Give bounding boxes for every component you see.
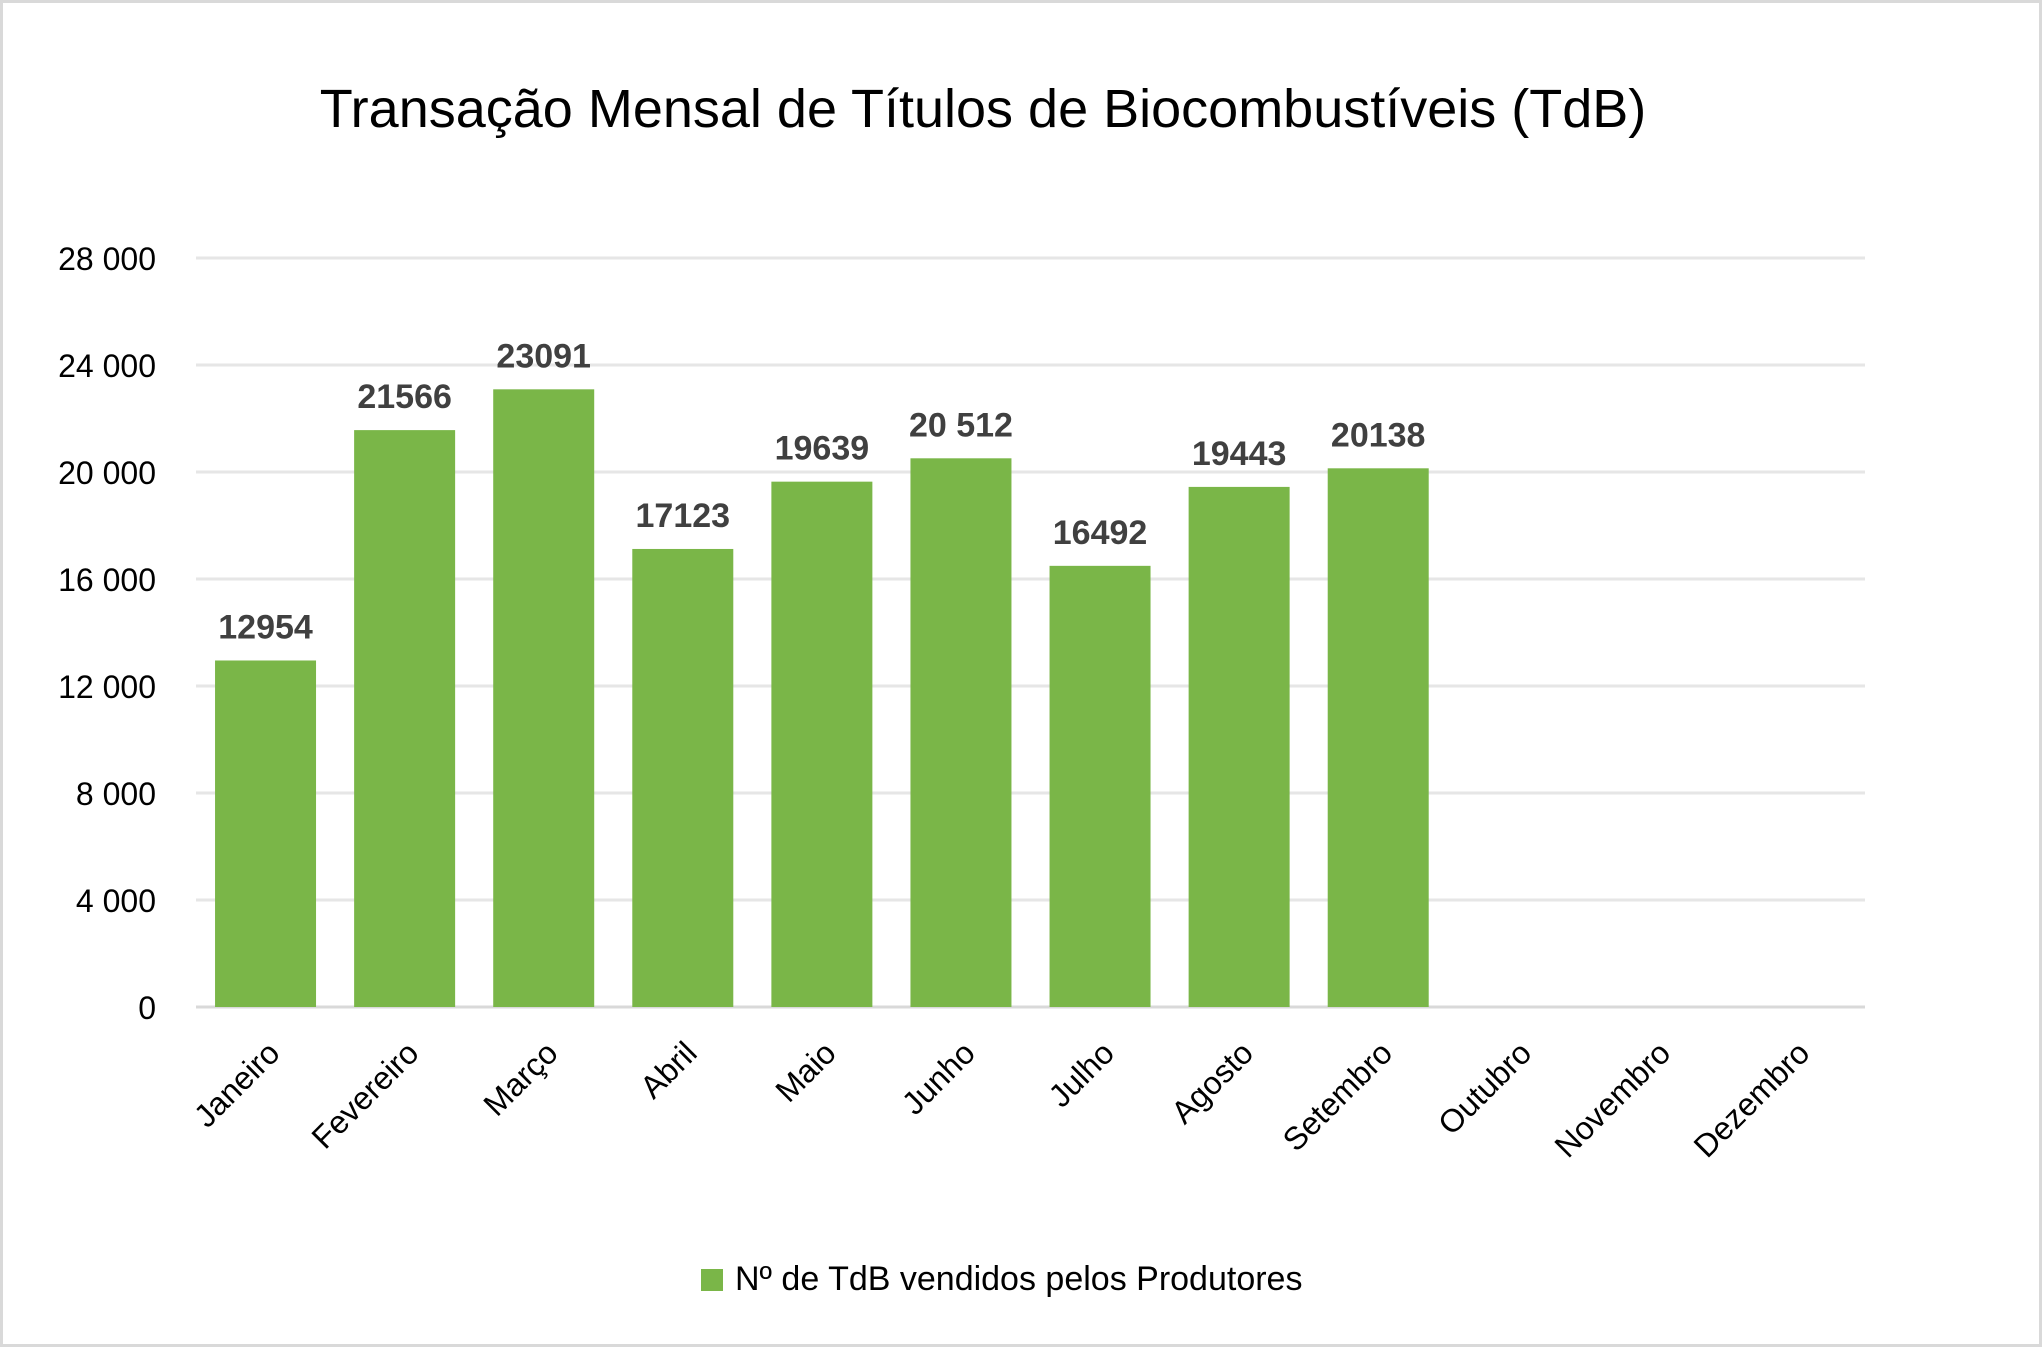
data-label: 19639 <box>775 430 870 468</box>
data-label: 12954 <box>218 608 313 646</box>
bar-chart: Transação Mensal de Títulos de Biocombus… <box>58 79 1865 1298</box>
y-tick-label: 28 000 <box>58 241 156 277</box>
x-tick-label: Maio <box>768 1034 843 1109</box>
data-label: 21566 <box>357 378 452 416</box>
y-tick-label: 8 000 <box>76 776 156 812</box>
bar <box>1049 565 1151 1007</box>
y-tick-label: 12 000 <box>58 669 156 705</box>
x-tick-label: Novembro <box>1547 1034 1677 1164</box>
gridlines <box>196 256 1865 1009</box>
bar <box>215 660 317 1007</box>
data-label: 20138 <box>1331 416 1426 454</box>
bar <box>632 548 734 1007</box>
bar <box>1188 486 1290 1007</box>
bar <box>771 481 873 1007</box>
data-label: 19443 <box>1192 435 1287 473</box>
x-tick-label: Setembro <box>1276 1034 1400 1158</box>
bar <box>493 389 595 1007</box>
x-tick-label: Julho <box>1041 1034 1121 1114</box>
x-tick-label: Janeiro <box>187 1034 287 1134</box>
bar <box>910 458 1012 1008</box>
x-tick-label: Fevereiro <box>305 1034 426 1155</box>
data-label: 16492 <box>1053 514 1148 552</box>
legend-label: Nº de TdB vendidos pelos Produtores <box>735 1260 1302 1298</box>
y-tick-label: 0 <box>138 990 156 1026</box>
bars <box>215 389 1429 1008</box>
x-tick-label: Abril <box>633 1034 704 1105</box>
y-tick-label: 24 000 <box>58 348 156 384</box>
y-tick-label: 16 000 <box>58 562 156 598</box>
legend: Nº de TdB vendidos pelos Produtores <box>701 1260 1302 1298</box>
x-axis-tick-labels: Janeiro Fevereiro Março Abril Maio Junho Julho… <box>187 1034 1817 1164</box>
data-label: 17123 <box>636 497 731 535</box>
bar <box>1327 468 1429 1008</box>
x-tick-label: Dezembro <box>1687 1034 1817 1164</box>
x-tick-label: Agosto <box>1164 1034 1260 1130</box>
x-tick-label: Junho <box>895 1034 982 1121</box>
bar <box>354 430 456 1007</box>
y-tick-label: 20 000 <box>58 455 156 491</box>
data-label: 23091 <box>496 337 591 375</box>
x-tick-label: Março <box>476 1034 564 1122</box>
y-axis-tick-labels: 0 4 000 8 000 12 000 16 000 20 000 24 000 28 00… <box>58 241 156 1026</box>
y-tick-label: 4 000 <box>76 883 156 919</box>
data-label: 20 512 <box>909 406 1013 444</box>
x-tick-label: Outubro <box>1431 1034 1538 1141</box>
legend-swatch <box>701 1269 723 1291</box>
chart-title: Transação Mensal de Títulos de Biocombus… <box>320 79 1647 139</box>
data-labels: 12954 21566 23091 17123 19639 20 512 16492 1944… <box>218 337 1425 646</box>
